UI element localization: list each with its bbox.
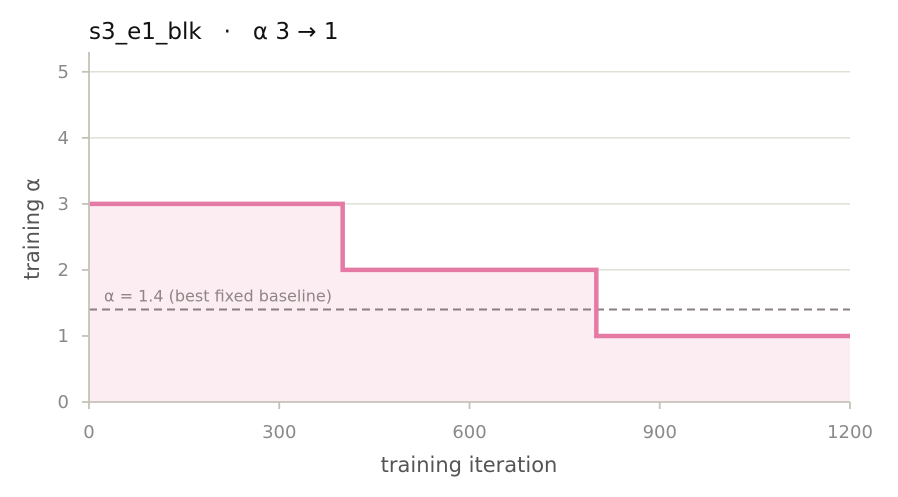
x-ticks: 0 300 600 900 1200 (83, 402, 873, 443)
y-tick-label-2: 2 (58, 260, 69, 281)
y-ticks: 0 1 2 3 4 5 (58, 62, 89, 413)
x-axis-label: training iteration (381, 453, 558, 477)
x-tick-label-900: 900 (643, 422, 677, 443)
chart-title: s3_e1_blk · α 3 → 1 (89, 19, 339, 45)
schedule-step-line (89, 201, 850, 339)
x-tick-label-1200: 1200 (827, 422, 873, 443)
x-tick-label-600: 600 (452, 422, 486, 443)
y-tick-label-3: 3 (58, 194, 69, 215)
y-tick-label-4: 4 (58, 128, 69, 149)
baseline-label: α = 1.4 (best fixed baseline) (104, 287, 332, 306)
y-tick-label-5: 5 (58, 62, 69, 83)
x-tick-label-300: 300 (262, 422, 296, 443)
schedule-fill-area (89, 203, 850, 402)
y-axis-label: training α (20, 178, 44, 280)
x-tick-label-0: 0 (83, 422, 94, 443)
y-tick-label-1: 1 (58, 326, 69, 347)
y-tick-label-0: 0 (58, 392, 69, 413)
